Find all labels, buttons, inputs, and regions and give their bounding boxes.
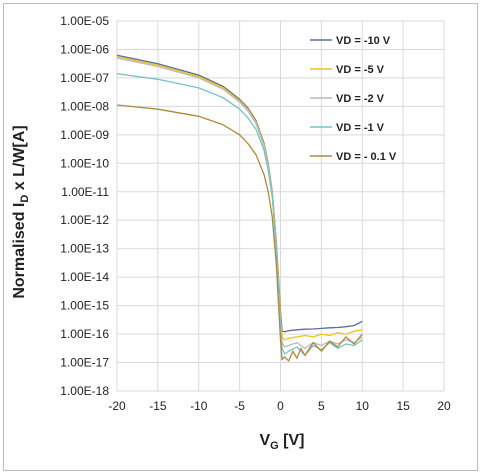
y-tick-label: 1.00E-12 bbox=[60, 213, 109, 227]
x-axis-title: VG [V] bbox=[259, 432, 304, 452]
series-line bbox=[116, 73, 363, 357]
x-tick-label: -5 bbox=[234, 399, 245, 413]
series-line bbox=[116, 104, 363, 362]
y-tick-label: 1.00E-09 bbox=[60, 128, 109, 142]
x-tick-label: 5 bbox=[318, 399, 325, 413]
y-tick-label: 1.00E-11 bbox=[61, 185, 109, 199]
x-tick-labels: -20 -15 -10 -5 0 5 10 15 20 bbox=[108, 399, 451, 413]
x-tick-label: 0 bbox=[277, 399, 284, 413]
legend-label: VD = -10 V bbox=[336, 35, 391, 47]
x-axis-title-main: V bbox=[259, 432, 270, 449]
y-tick-label: 1.00E-06 bbox=[60, 42, 109, 56]
x-axis-title-sub: G bbox=[270, 440, 279, 452]
legend-label: VD = - 0.1 V bbox=[336, 151, 397, 163]
legend-label: VD = -1 V bbox=[336, 122, 385, 134]
y-axis-title-sub: D bbox=[19, 195, 31, 203]
y-tick-label: 1.00E-07 bbox=[60, 71, 109, 85]
grid bbox=[116, 20, 445, 392]
series-lines bbox=[116, 54, 363, 362]
y-tick-label: 1.00E-10 bbox=[60, 156, 109, 170]
x-tick-label: -20 bbox=[108, 399, 126, 413]
x-tick-label: -10 bbox=[190, 399, 208, 413]
y-tick-labels: 1.00E-05 1.00E-06 1.00E-07 1.00E-08 1.00E-09… bbox=[60, 14, 109, 398]
y-axis-title-rest: x L/W[A] bbox=[11, 125, 28, 194]
y-tick-label: 1.00E-17 bbox=[60, 356, 109, 370]
x-tick-label: 20 bbox=[437, 399, 451, 413]
y-tick-label: 1.00E-05 bbox=[60, 14, 109, 28]
x-axis-title-rest: [V] bbox=[279, 432, 305, 449]
x-tick-label: 10 bbox=[356, 399, 370, 413]
y-tick-label: 1.00E-16 bbox=[60, 327, 109, 341]
y-tick-label: 1.00E-15 bbox=[60, 299, 109, 313]
x-tick-label: 15 bbox=[396, 399, 410, 413]
y-tick-label: 1.00E-13 bbox=[60, 242, 109, 256]
legend-label: VD = -5 V bbox=[336, 64, 385, 76]
legend-label: VD = -2 V bbox=[336, 93, 385, 105]
chart-frame: -20 -15 -10 -5 0 5 10 15 20 1.00E-05 1.00E-06 1.00… bbox=[3, 3, 478, 471]
y-axis-title-main: Normalised I bbox=[11, 203, 28, 299]
y-tick-label: 1.00E-18 bbox=[60, 384, 109, 398]
chart-svg: -20 -15 -10 -5 0 5 10 15 20 1.00E-051.00E-061.00… bbox=[11, 14, 451, 452]
legend: VD = -10 V VD = -5 V VD = -2 V VD = -1 V VD … bbox=[310, 35, 397, 163]
y-tick-label: 1.00E-14 bbox=[60, 270, 109, 284]
y-tick-label: 1.00E-08 bbox=[60, 99, 109, 113]
x-tick-label: -15 bbox=[149, 399, 167, 413]
y-axis-title: Normalised ID x L/W[A] bbox=[11, 125, 31, 298]
